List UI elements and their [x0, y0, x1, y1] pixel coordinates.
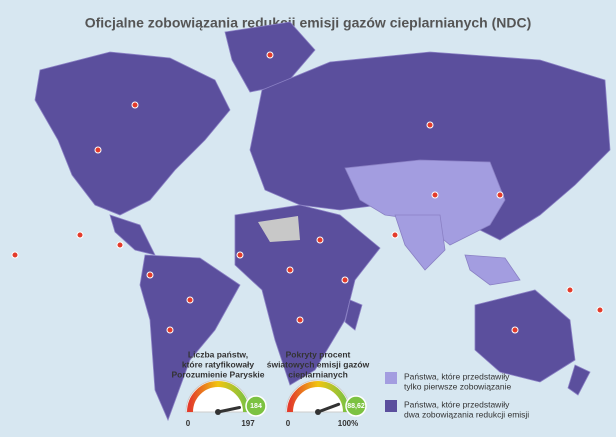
- gauge-hub: [315, 409, 321, 415]
- gauge-scale: [287, 381, 349, 413]
- gauge-title: które ratyfikowały: [182, 359, 255, 369]
- gauge-min: 0: [286, 419, 291, 428]
- gauge-value: 184: [250, 403, 262, 410]
- world-map: [11, 21, 611, 422]
- gauge-hub: [215, 409, 221, 415]
- legend-label: tylko pierwsze zobowiązanie: [404, 381, 512, 391]
- legend-label: dwa zobowiązania redukcji emisji: [404, 409, 529, 419]
- gauge-title: Pokryty procent: [286, 349, 351, 359]
- gauge-max: 100%: [338, 419, 358, 428]
- gauge-title: światowych emisji gazów: [267, 359, 370, 369]
- gauge-needle: [316, 402, 341, 414]
- legend-swatch: [385, 400, 397, 412]
- gauge-scale: [187, 381, 249, 413]
- gauges: Liczba państw,które ratyfikowałyPorozumi…: [171, 349, 369, 428]
- gauge-title: Liczba państw,: [188, 349, 248, 359]
- legend-swatch: [385, 372, 397, 384]
- gauge-value-badge: [345, 395, 367, 417]
- gauge-value: 88,62: [347, 403, 365, 410]
- gauge-needle: [216, 405, 242, 414]
- gauge-min: 0: [186, 419, 191, 428]
- gauge-title: Porozumienie Paryskie: [171, 369, 264, 379]
- legend-label: Państwa, które przedstawiły: [404, 399, 510, 409]
- gauge-title: cieplarnianych: [288, 369, 348, 379]
- title: Oficjalne zobowiązania redukcji emisji g…: [85, 15, 532, 31]
- legend-label: Państwa, które przedstawiły: [404, 371, 510, 381]
- gauge-value-badge: [245, 395, 267, 417]
- gauge-max: 197: [241, 419, 255, 428]
